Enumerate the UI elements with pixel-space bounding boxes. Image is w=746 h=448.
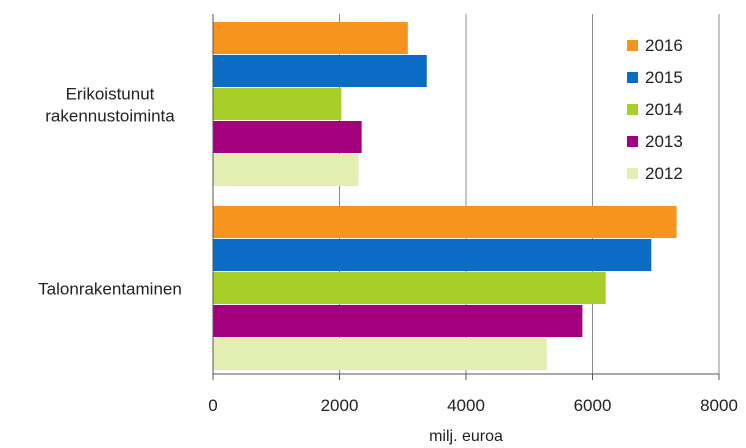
legend-swatch-2014	[627, 104, 638, 115]
legend: 2016 2015 2014 2013 2012	[627, 36, 683, 183]
legend-swatch-2013	[627, 136, 638, 147]
category-label: Erikoistunut rakennustoiminta	[45, 85, 175, 126]
category-label: Talonrakentaminen	[38, 280, 182, 299]
axes	[212, 14, 720, 380]
bars	[213, 22, 677, 370]
legend-label: 2013	[645, 132, 683, 151]
bar-2016	[213, 206, 677, 238]
legend-swatch-2012	[627, 168, 638, 179]
x-tick-label: 4000	[447, 396, 485, 415]
x-tick-label: 8000	[700, 396, 738, 415]
x-tick-label: 0	[208, 396, 217, 415]
category-labels: Erikoistunut rakennustoiminta Talonrakenta…	[38, 85, 182, 299]
bar-2012	[213, 154, 359, 186]
legend-label: 2016	[645, 36, 683, 55]
bar-2015	[213, 55, 427, 87]
bar-2013	[213, 305, 583, 337]
x-tick-label: 2000	[321, 396, 359, 415]
bar-2014	[213, 88, 342, 120]
legend-swatch-2015	[627, 72, 638, 83]
x-axis-title: milj. euroa	[429, 428, 503, 445]
legend-swatch-2016	[627, 40, 638, 51]
x-tick-label: 6000	[574, 396, 612, 415]
legend-label: 2014	[645, 100, 683, 119]
bar-2016	[213, 22, 408, 54]
bar-2012	[213, 338, 547, 370]
legend-label: 2012	[645, 164, 683, 183]
bar-2013	[213, 121, 362, 153]
x-tick-labels: 0 2000 4000 6000 8000	[208, 396, 738, 415]
bar-2015	[213, 239, 652, 271]
bar-2014	[213, 272, 606, 304]
legend-label: 2015	[645, 68, 683, 87]
